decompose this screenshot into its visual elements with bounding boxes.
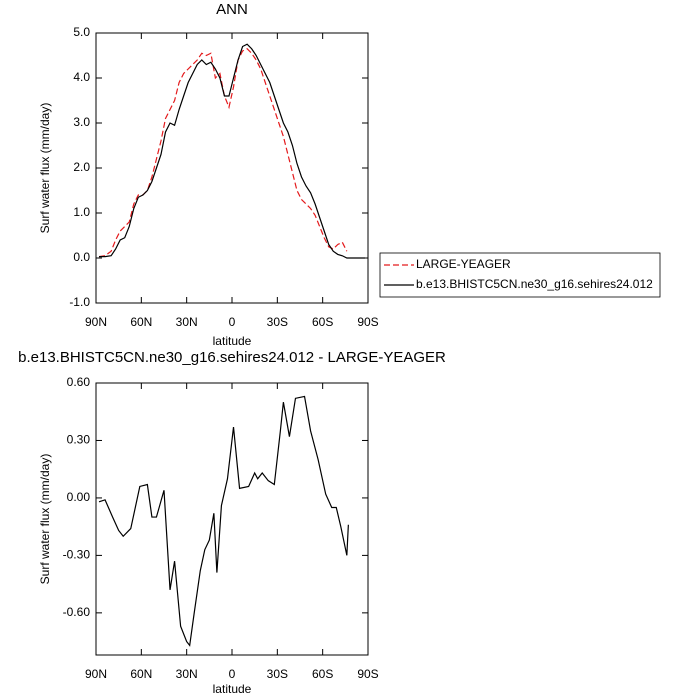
y-tick-label: 3.0 (73, 115, 90, 129)
series-line (98, 48, 348, 258)
x-tick-label: 30N (176, 667, 198, 681)
y-tick-label: -0.60 (63, 605, 91, 619)
y-tick-label: -0.30 (63, 548, 91, 562)
x-tick-label: 90S (357, 667, 378, 681)
x-tick-label: 0 (229, 315, 236, 329)
x-axis-label: latitude (213, 682, 252, 696)
x-tick-label: 60S (312, 315, 333, 329)
x-tick-label: 60N (130, 315, 152, 329)
x-tick-label: 90N (85, 667, 107, 681)
y-axis-label: Surf water flux (mm/day) (38, 454, 52, 585)
y-tick-label: 0.30 (67, 433, 91, 447)
x-tick-label: 30N (176, 315, 198, 329)
x-tick-label: 30S (267, 315, 288, 329)
x-tick-label: 0 (229, 667, 236, 681)
chart-title: ANN (216, 1, 248, 18)
y-tick-label: 5.0 (73, 25, 90, 39)
y-tick-label: 1.0 (73, 205, 90, 219)
x-tick-label: 30S (267, 667, 288, 681)
x-tick-label: 90N (85, 315, 107, 329)
x-tick-label: 60N (130, 667, 152, 681)
plot-frame (95, 32, 369, 304)
y-tick-label: 0.60 (67, 375, 91, 389)
y-axis-label: Surf water flux (mm/day) (38, 103, 52, 234)
series-line (99, 43, 365, 259)
y-tick-label: -1.0 (69, 295, 90, 309)
x-tick-label: 90S (357, 315, 378, 329)
y-tick-label: 4.0 (73, 70, 90, 84)
x-tick-label: 60S (312, 667, 333, 681)
y-tick-label: 2.0 (73, 160, 90, 174)
plot-frame (95, 382, 369, 656)
series-line (98, 395, 349, 647)
y-tick-label: 0.00 (67, 490, 91, 504)
legend-box (379, 252, 661, 298)
chart-title: b.e13.BHISTC5CN.ne30_g16.sehires24.012 -… (18, 349, 446, 366)
legend-label: LARGE-YEAGER (416, 257, 511, 271)
x-axis-label: latitude (213, 334, 252, 348)
y-tick-label: 0.0 (73, 250, 90, 264)
legend-label: b.e13.BHISTC5CN.ne30_g16.sehires24.012 (416, 277, 653, 291)
